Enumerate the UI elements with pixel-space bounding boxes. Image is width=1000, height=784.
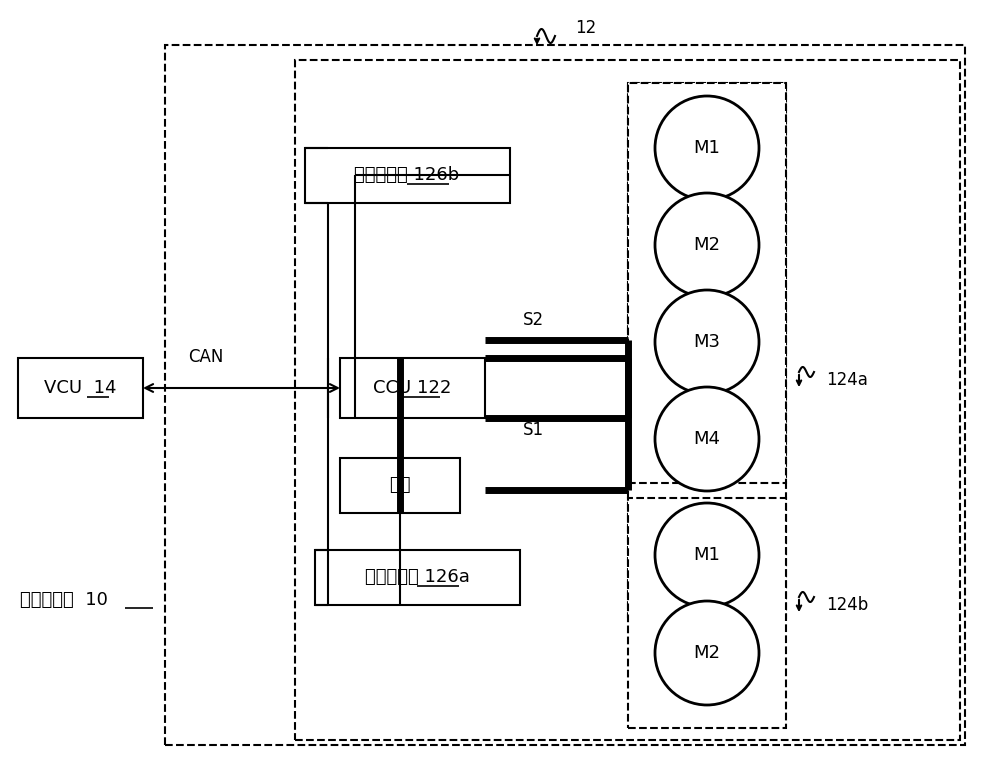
Text: M1: M1 [694, 139, 720, 157]
Text: 电源: 电源 [389, 476, 411, 494]
Text: 温度传感器 126a: 温度传感器 126a [365, 568, 469, 586]
Text: VCU  14: VCU 14 [44, 379, 116, 397]
Text: M1: M1 [694, 546, 720, 564]
Text: 集成散热器  10: 集成散热器 10 [20, 591, 108, 609]
Ellipse shape [655, 290, 759, 394]
Text: M4: M4 [694, 430, 720, 448]
Text: 温度传感器 126b: 温度传感器 126b [354, 166, 460, 184]
Bar [628, 83, 786, 483]
Bar [340, 358, 485, 418]
Ellipse shape [655, 387, 759, 491]
Text: M3: M3 [694, 333, 720, 351]
Text: S2: S2 [523, 311, 544, 329]
Text: M2: M2 [694, 236, 720, 254]
Bar [340, 458, 460, 513]
Bar [18, 358, 143, 418]
Ellipse shape [655, 193, 759, 297]
Text: 124a: 124a [826, 371, 868, 389]
Ellipse shape [655, 96, 759, 200]
Ellipse shape [655, 601, 759, 705]
Ellipse shape [655, 503, 759, 607]
Bar [305, 148, 510, 203]
Text: 124b: 124b [826, 596, 868, 614]
Bar [165, 45, 965, 745]
Bar [628, 83, 786, 618]
Text: CAN: CAN [188, 348, 223, 366]
Text: M2: M2 [694, 644, 720, 662]
Text: CCU 122: CCU 122 [373, 379, 451, 397]
Text: 12: 12 [575, 19, 596, 37]
Bar [628, 498, 786, 728]
Bar [295, 60, 960, 740]
Text: S1: S1 [523, 421, 544, 439]
Bar [315, 550, 520, 605]
